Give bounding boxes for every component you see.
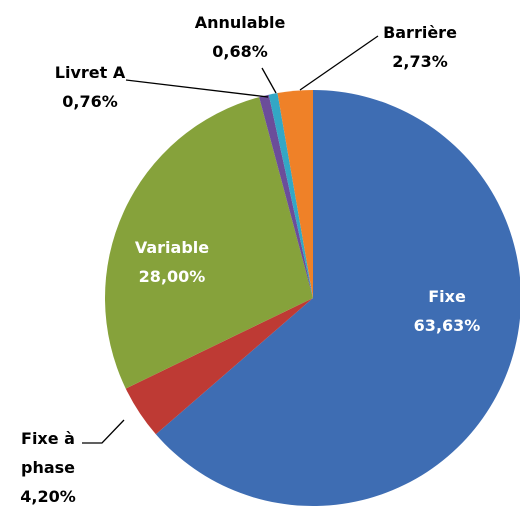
leader-line [125,79,269,98]
value-label: 28,00% [138,267,206,286]
value-label: 2,73% [392,52,448,71]
slice-label: Barrière 2,73% [365,18,475,76]
category-label: Livret A [54,63,126,82]
category-label: Fixe à phase [20,429,75,477]
pie-slice [259,94,313,298]
category-label: Barrière [383,23,457,42]
category-label: Annulable [194,13,286,32]
slice-label: Livret A 0,76% [40,58,140,116]
category-label: Variable [134,238,210,257]
pie-slice [105,97,313,389]
value-label: 0,68% [212,42,268,61]
category-label: Fixe [428,287,466,306]
leader-line [261,67,277,94]
value-label: 0,76% [62,92,118,111]
value-label: 4,20% [20,487,76,506]
pie-slice [277,90,313,298]
value-label: 63,63% [413,316,481,335]
leader-line [299,35,379,91]
pie-slice [125,298,314,435]
slice-label: Fixe à phase 4,20% [13,424,83,508]
pie-slice [155,90,520,506]
leader-line [82,419,125,444]
pie-slice [268,93,313,298]
slice-label: Variable 28,00% [112,233,232,291]
slice-label: Fixe 63,63% [387,282,507,340]
slice-label: Annulable 0,68% [185,8,295,66]
